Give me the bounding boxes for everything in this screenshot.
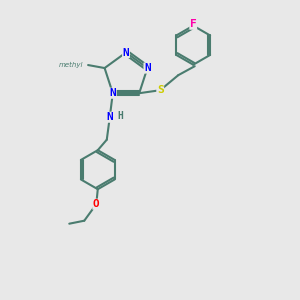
Text: N: N [110,88,116,98]
Text: methyl: methyl [59,62,84,68]
Text: N: N [106,112,113,122]
Text: S: S [157,85,164,95]
Text: N: N [123,47,129,58]
Text: O: O [93,199,100,209]
Text: N: N [144,63,151,73]
Text: F: F [190,19,196,29]
Text: H: H [117,111,123,121]
